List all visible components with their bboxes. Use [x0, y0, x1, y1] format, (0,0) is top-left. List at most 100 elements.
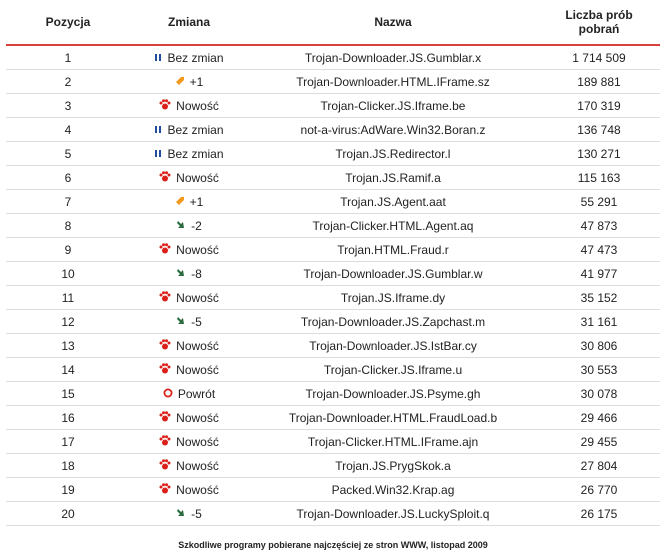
change-icon	[176, 267, 186, 281]
cell-text: 130 271	[577, 146, 621, 161]
change-icon	[159, 338, 171, 353]
cell-text: 26 175	[580, 506, 618, 521]
table-cell: 31 161	[538, 309, 660, 334]
table-cell: Nowość	[130, 165, 248, 190]
change-icon	[159, 170, 171, 185]
cell-text: 1 714 509	[572, 50, 626, 65]
cell-text: Trojan-Clicker.JS.Iframe.be	[320, 98, 466, 113]
change-text: Nowość	[176, 362, 219, 377]
change-icon	[159, 290, 171, 305]
cell-text: Packed.Win32.Krap.ag	[331, 482, 455, 497]
table-cell: -8	[130, 261, 248, 286]
change: Nowość	[159, 459, 219, 473]
table-cell: Trojan-Downloader.HTML.FraudLoad.b	[248, 405, 538, 430]
cell-text: Trojan-Downloader.HTML.IFrame.sz	[296, 74, 490, 89]
change-icon	[159, 362, 171, 377]
change-text: +1	[189, 74, 204, 89]
cell-text: Trojan-Downloader.JS.Gumblar.w	[303, 266, 483, 281]
table-cell: Nowość	[130, 405, 248, 430]
header-cell: Nazwa	[248, 0, 538, 46]
change-text: +1	[189, 194, 204, 209]
change-text: Nowość	[176, 482, 219, 497]
table-cell: Nowość	[130, 333, 248, 358]
table-row: 10 -8 Trojan-Downloader.JS.Gumblar.w 41 977	[6, 261, 660, 286]
table-cell: Trojan-Downloader.JS.LuckySploit.q	[248, 501, 538, 526]
change: Powrót	[163, 387, 215, 401]
cell-text: Trojan-Clicker.HTML.IFrame.ajn	[307, 434, 479, 449]
cell-text: Trojan-Downloader.JS.IstBar.cy	[309, 338, 477, 353]
table-cell: Trojan.JS.Ramif.a	[248, 165, 538, 190]
change: Nowość	[159, 99, 219, 113]
change: Bez zmian	[154, 50, 224, 65]
change: Bez zmian	[154, 147, 224, 161]
change: Nowość	[159, 243, 219, 257]
table-row: 15 Powrót Trojan-Downloader.JS.Psyme.gh 30 …	[6, 381, 660, 406]
table-row: 18 Nowość Trojan.JS.PrygSkok.a 27 804	[6, 453, 660, 478]
change: Nowość	[159, 339, 219, 353]
change-text: Bez zmian	[167, 50, 224, 65]
table-row: 19 Nowość Packed.Win32.Krap.ag 26 770	[6, 477, 660, 502]
table-cell: Nowość	[130, 477, 248, 502]
cell-text: 13	[61, 338, 75, 353]
header-text: Zmiana	[167, 15, 210, 29]
table-cell: 26 175	[538, 501, 660, 526]
change-icon	[176, 219, 186, 233]
change-icon	[176, 315, 186, 329]
table-cell: 17	[6, 429, 130, 454]
cell-text: Trojan-Downloader.JS.Psyme.gh	[305, 386, 481, 401]
table-cell: 15	[6, 381, 130, 406]
header-row: Pozycja Zmiana Nazwa Liczba prób pobrań	[6, 0, 660, 46]
header-cell: Pozycja	[6, 0, 130, 46]
table-cell: Trojan-Downloader.JS.Psyme.gh	[248, 381, 538, 406]
cell-text: 18	[61, 458, 75, 473]
change-icon	[154, 51, 162, 65]
table-cell: Trojan-Downloader.JS.IstBar.cy	[248, 333, 538, 358]
change-text: Nowość	[176, 410, 219, 425]
table-cell: Trojan-Downloader.JS.Zapchast.m	[248, 309, 538, 334]
cell-text: 29 466	[580, 410, 618, 425]
table-cell: Trojan.JS.Iframe.dy	[248, 285, 538, 310]
table-row: 3 Nowość Trojan-Clicker.JS.Iframe.be 170 31…	[6, 93, 660, 118]
table-cell: Trojan.HTML.Fraud.r	[248, 237, 538, 262]
table-cell: Powrót	[130, 381, 248, 406]
cell-text: 1	[64, 50, 72, 65]
change-text: Nowość	[176, 338, 219, 353]
change-text: Nowość	[176, 98, 219, 113]
table-row: 1 Bez zmian Trojan-Downloader.JS.Gumblar.x…	[6, 45, 660, 70]
table-cell: Nowość	[130, 357, 248, 382]
table-cell: 170 319	[538, 93, 660, 118]
cell-text: 5	[64, 146, 72, 161]
table-cell: 55 291	[538, 189, 660, 214]
table-cell: 3	[6, 93, 130, 118]
header-text: Liczba prób pobrań	[565, 8, 633, 36]
table-cell: 4	[6, 117, 130, 142]
cell-text: Trojan-Downloader.JS.Zapchast.m	[300, 314, 486, 329]
cell-text: 7	[64, 194, 72, 209]
table-cell: Trojan-Downloader.JS.Gumblar.w	[248, 261, 538, 286]
change: +1	[175, 194, 204, 209]
cell-text: Trojan-Clicker.JS.Iframe.u	[323, 362, 463, 377]
table-cell: 136 748	[538, 117, 660, 142]
cell-text: 189 881	[577, 74, 621, 89]
cell-text: 27 804	[580, 458, 618, 473]
header-cell: Zmiana	[130, 0, 248, 46]
table-cell: 10	[6, 261, 130, 286]
change-text: Powrót	[177, 386, 216, 401]
cell-text: 10	[61, 266, 75, 281]
table-cell: 18	[6, 453, 130, 478]
table: Pozycja Zmiana Nazwa Liczba prób pobrań 1 Be…	[6, 0, 660, 526]
cell-text: 170 319	[577, 98, 621, 113]
table-cell: Bez zmian	[130, 141, 248, 166]
change-icon	[176, 507, 186, 521]
table-cell: Nowość	[130, 453, 248, 478]
change: -8	[176, 267, 202, 281]
change: Nowość	[159, 411, 219, 425]
change: Nowość	[159, 363, 219, 377]
table-cell: 20	[6, 501, 130, 526]
change-icon	[159, 458, 171, 473]
caption: Szkodliwe programy pobierane najczęściej…	[178, 540, 488, 550]
cell-text: 11	[61, 290, 75, 305]
table-row: 6 Nowość Trojan.JS.Ramif.a 115 163	[6, 165, 660, 190]
header-text: Nazwa	[374, 15, 412, 29]
table-cell: 7	[6, 189, 130, 214]
